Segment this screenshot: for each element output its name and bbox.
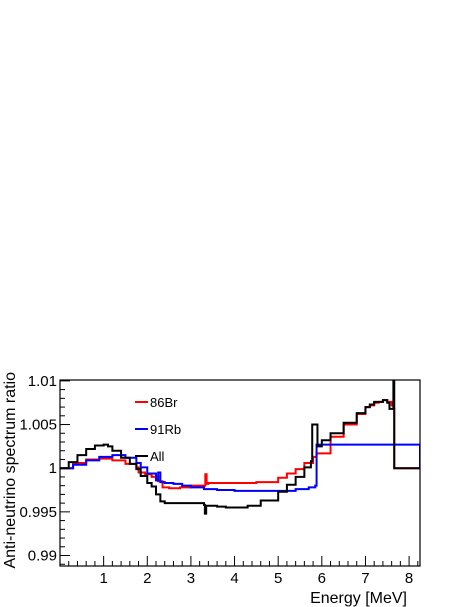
x-tick-label: 6: [318, 570, 326, 587]
x-tick-label: 7: [361, 570, 369, 587]
legend: 86Br 91Rb All: [135, 395, 181, 464]
legend-label-all: All: [150, 449, 165, 464]
axes: 1 2 3 4 5 6 7 8 0.99 0.995 1 1.005 1.01: [19, 373, 421, 587]
x-tick-label: 4: [230, 570, 238, 587]
x-tick-label: 8: [405, 570, 413, 587]
x-axis-title: Energy [MeV]: [310, 590, 407, 607]
x-tick-label: 5: [274, 570, 282, 587]
x-tick-label: 3: [187, 570, 195, 587]
y-axis-title: Anti-neutrino spectrum ratio: [2, 372, 19, 569]
series-line-91rb: [60, 443, 420, 492]
series-line-all: [60, 380, 420, 515]
y-tick-label: 0.995: [19, 504, 57, 521]
y-tick-label: 1: [49, 460, 57, 477]
legend-label-86br: 86Br: [150, 395, 178, 410]
x-tick-label: 2: [143, 570, 151, 587]
plot-area: [60, 380, 420, 515]
plot-frame: [59, 379, 421, 567]
y-tick-label: 1.01: [28, 373, 57, 390]
y-tick-label: 0.99: [28, 548, 57, 565]
x-tick-label: 1: [99, 570, 107, 587]
legend-label-91rb: 91Rb: [150, 422, 181, 437]
y-tick-label: 1.005: [19, 417, 57, 434]
